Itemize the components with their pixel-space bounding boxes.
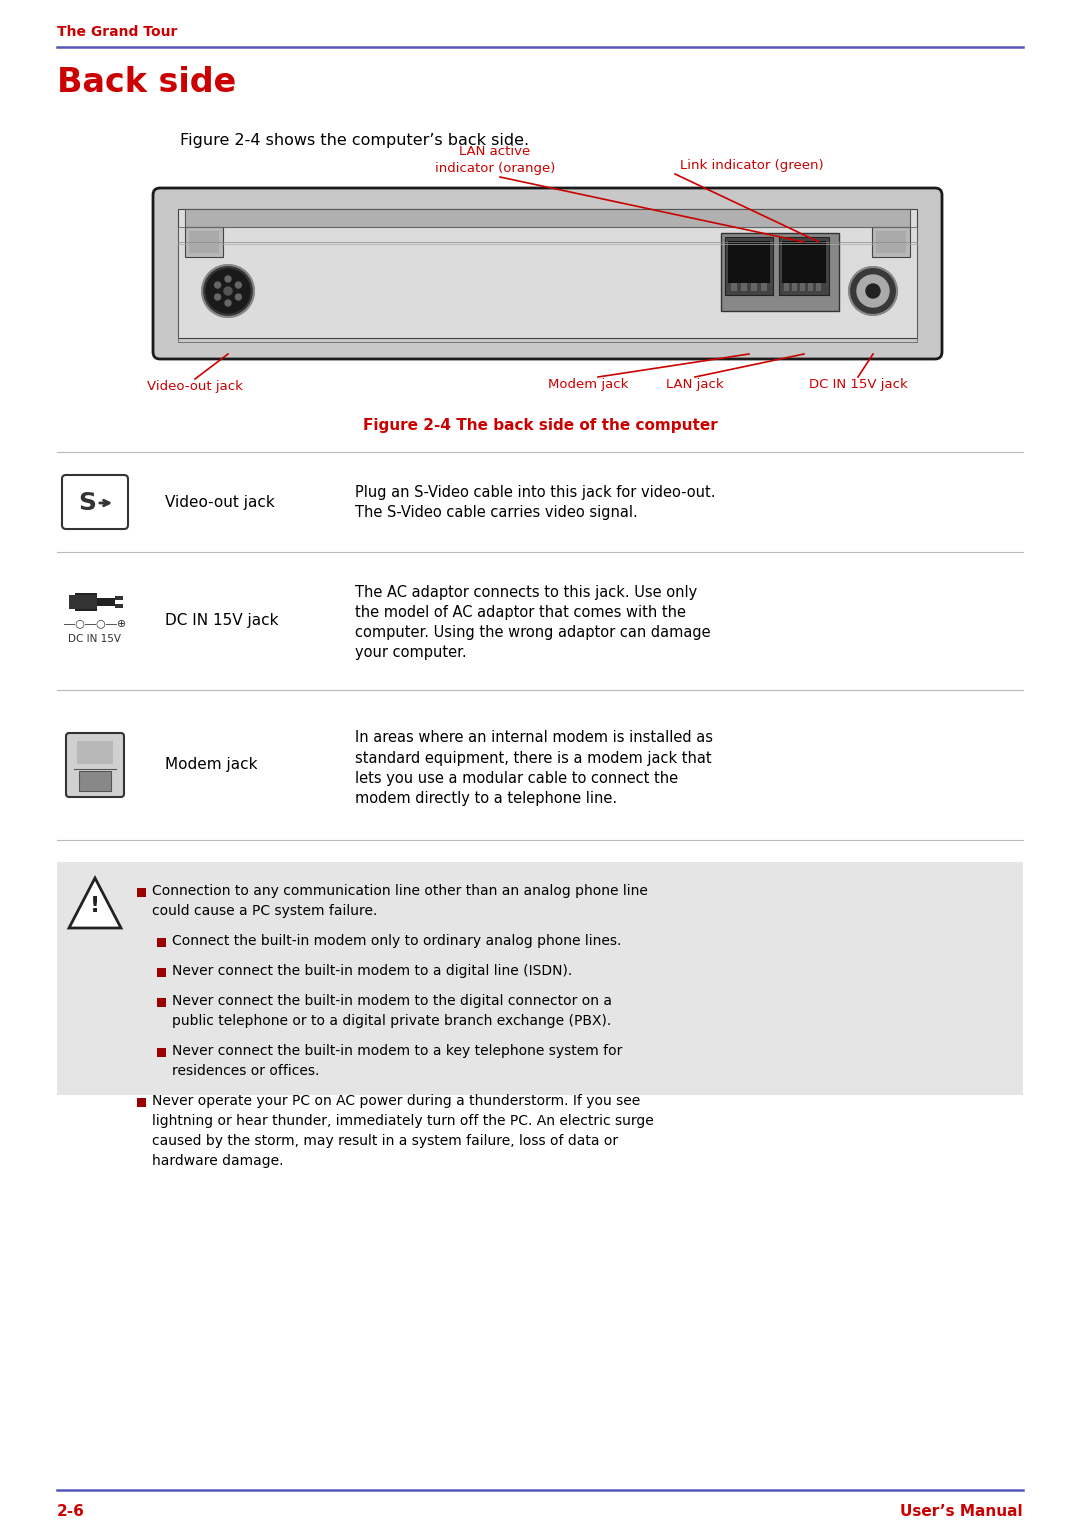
Circle shape (224, 287, 232, 295)
Bar (137, 888, 146, 898)
Bar (157, 937, 166, 946)
Bar (876, 231, 906, 252)
Text: S: S (78, 491, 96, 515)
Bar (178, 209, 917, 338)
Bar (97, 598, 114, 605)
FancyBboxPatch shape (153, 188, 942, 359)
Circle shape (202, 265, 254, 317)
Bar (808, 283, 813, 291)
Bar (178, 226, 917, 342)
Text: computer. Using the wrong adaptor can damage: computer. Using the wrong adaptor can da… (355, 625, 711, 641)
Bar (741, 283, 747, 291)
Text: Link indicator (green): Link indicator (green) (680, 159, 824, 171)
Polygon shape (69, 878, 121, 928)
Bar (792, 283, 797, 291)
Bar (185, 226, 222, 257)
Bar (157, 1047, 166, 1057)
Text: Modem jack: Modem jack (165, 757, 257, 772)
Circle shape (225, 277, 231, 281)
Text: hardware damage.: hardware damage. (152, 1154, 283, 1168)
Text: Figure 2-4 The back side of the computer: Figure 2-4 The back side of the computer (363, 417, 717, 433)
Text: Figure 2-4 shows the computer’s back side.: Figure 2-4 shows the computer’s back sid… (180, 133, 529, 147)
Circle shape (858, 275, 889, 307)
Text: LAN active
indicator (orange): LAN active indicator (orange) (435, 145, 555, 174)
Text: Never connect the built-in modem to a key telephone system for: Never connect the built-in modem to a ke… (172, 1044, 622, 1058)
Text: Video-out jack: Video-out jack (165, 494, 274, 509)
Text: Plug an S-Video cable into this jack for video-out.: Plug an S-Video cable into this jack for… (355, 485, 715, 500)
Text: caused by the storm, may result in a system failure, loss of data or: caused by the storm, may result in a sys… (152, 1135, 618, 1148)
Text: standard equipment, there is a modem jack that: standard equipment, there is a modem jac… (355, 751, 712, 766)
Text: the model of AC adaptor that comes with the: the model of AC adaptor that comes with … (355, 605, 686, 621)
Text: The AC adaptor connects to this jack. Use only: The AC adaptor connects to this jack. Us… (355, 586, 698, 601)
Bar (185, 209, 910, 226)
Text: The Grand Tour: The Grand Tour (57, 24, 177, 40)
Circle shape (235, 294, 242, 300)
Bar (725, 237, 773, 295)
Bar (779, 237, 829, 295)
Text: lightning or hear thunder, immediately turn off the PC. An electric surge: lightning or hear thunder, immediately t… (152, 1115, 653, 1128)
Bar (75, 593, 97, 612)
Text: 2-6: 2-6 (57, 1505, 85, 1520)
Bar (157, 968, 166, 977)
Bar (721, 232, 839, 310)
Bar (728, 242, 770, 283)
Bar (800, 283, 805, 291)
Circle shape (866, 284, 880, 298)
Text: Never operate your PC on AC power during a thunderstorm. If you see: Never operate your PC on AC power during… (152, 1095, 640, 1109)
Bar (189, 231, 219, 252)
Bar (782, 242, 826, 283)
Text: Connect the built-in modem only to ordinary analog phone lines.: Connect the built-in modem only to ordin… (172, 934, 621, 948)
Bar (137, 1098, 146, 1107)
Text: Back side: Back side (57, 66, 237, 98)
Text: DC IN 15V jack: DC IN 15V jack (165, 613, 279, 628)
Bar (761, 283, 767, 291)
Text: could cause a PC system failure.: could cause a PC system failure. (152, 904, 377, 917)
Bar (114, 604, 123, 609)
Circle shape (849, 268, 897, 315)
Bar (816, 283, 821, 291)
Bar (77, 742, 113, 764)
Bar (751, 283, 757, 291)
Text: Never connect the built-in modem to a digital line (ISDN).: Never connect the built-in modem to a di… (172, 963, 572, 979)
Text: lets you use a modular cable to connect the: lets you use a modular cable to connect … (355, 771, 678, 786)
Bar (114, 596, 123, 599)
Bar (784, 283, 789, 291)
Text: your computer.: your computer. (355, 645, 467, 661)
Text: Video-out jack: Video-out jack (147, 381, 243, 393)
Text: User’s Manual: User’s Manual (901, 1505, 1023, 1520)
Circle shape (225, 300, 231, 306)
Bar (731, 283, 737, 291)
Text: DC IN 15V jack: DC IN 15V jack (809, 378, 907, 391)
Circle shape (215, 281, 220, 287)
Circle shape (215, 294, 220, 300)
Text: In areas where an internal modem is installed as: In areas where an internal modem is inst… (355, 731, 713, 746)
Text: Never connect the built-in modem to the digital connector on a: Never connect the built-in modem to the … (172, 994, 612, 1008)
Text: Connection to any communication line other than an analog phone line: Connection to any communication line oth… (152, 884, 648, 898)
Text: LAN jack: LAN jack (666, 378, 724, 391)
Text: residences or offices.: residences or offices. (172, 1064, 320, 1078)
Text: Modem jack: Modem jack (548, 378, 629, 391)
Text: DC IN 15V: DC IN 15V (68, 635, 121, 644)
Text: public telephone or to a digital private branch exchange (PBX).: public telephone or to a digital private… (172, 1014, 611, 1027)
Bar (157, 998, 166, 1008)
Text: modem directly to a telephone line.: modem directly to a telephone line. (355, 790, 617, 806)
FancyBboxPatch shape (62, 476, 129, 529)
Text: !: ! (90, 896, 100, 916)
Text: The S-Video cable carries video signal.: The S-Video cable carries video signal. (355, 505, 638, 520)
Text: ―○―○―⊕: ―○―○―⊕ (64, 618, 126, 628)
Bar (872, 226, 910, 257)
Bar (79, 771, 111, 790)
Bar (69, 595, 97, 609)
FancyBboxPatch shape (66, 732, 124, 797)
Circle shape (235, 281, 242, 287)
Circle shape (206, 269, 249, 313)
Bar (57, 862, 1023, 1095)
